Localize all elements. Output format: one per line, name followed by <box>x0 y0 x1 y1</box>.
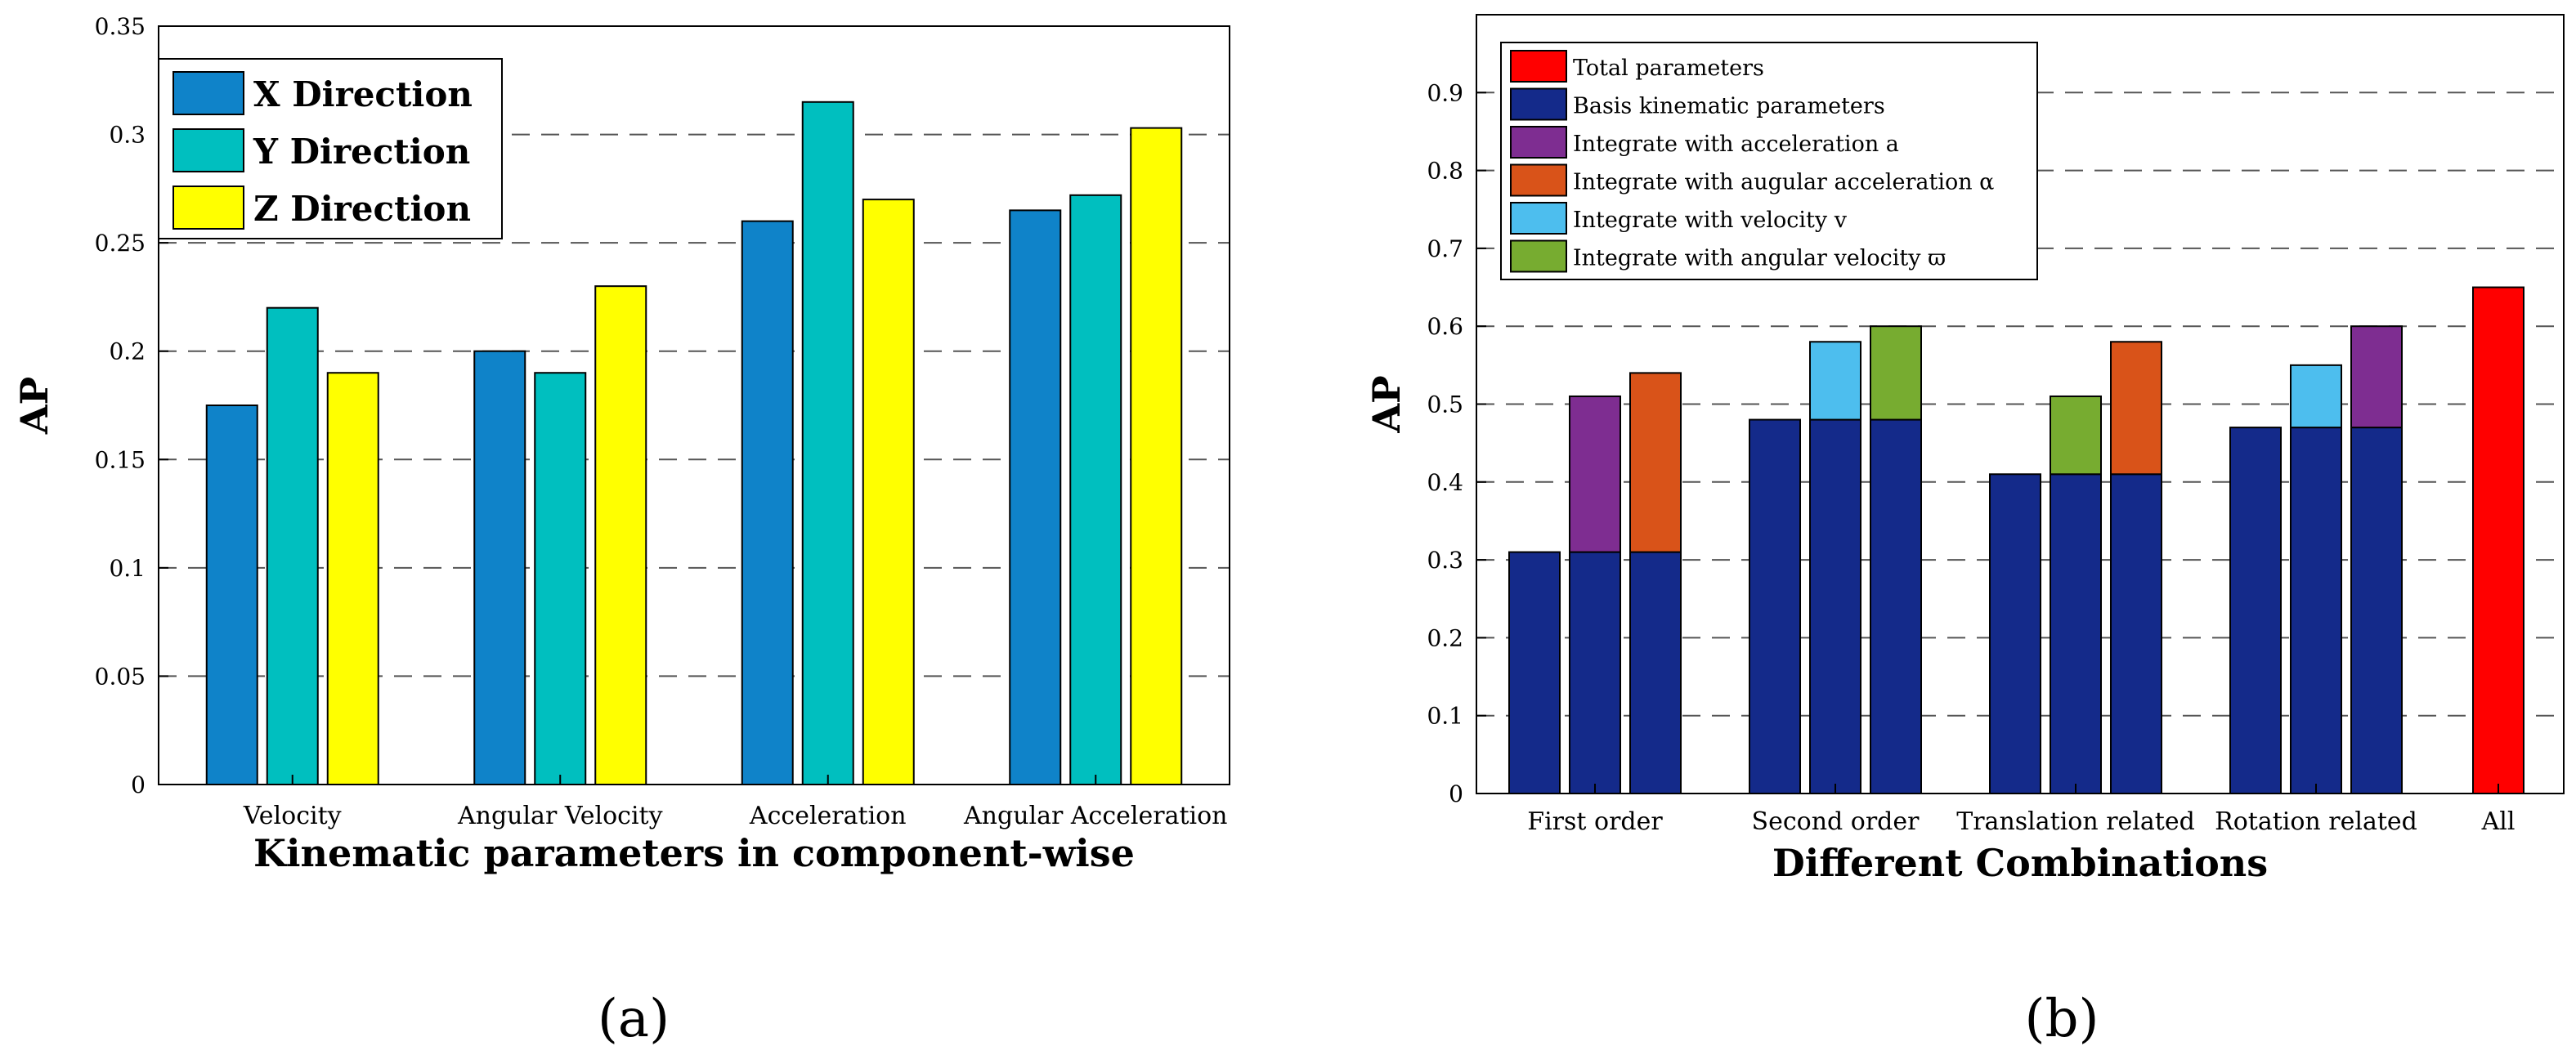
plot-frame-b <box>1476 14 2565 794</box>
legend-swatch-b <box>1510 126 1567 159</box>
bar-b-1-2-basis <box>1870 418 1922 794</box>
legend-label-b: Integrate with velocity v <box>1573 208 1848 233</box>
ytick-label-a: 0.3 <box>109 122 146 149</box>
legend-swatch-a <box>172 71 244 115</box>
ytick-label-b: 0.4 <box>1427 469 1463 496</box>
caption-a: (a) <box>598 989 670 1049</box>
bar-b-2-0-basis <box>1989 473 2041 795</box>
ytick-label-b: 0.6 <box>1427 313 1463 340</box>
legend-a: X Direction Y Direction Z Direction <box>158 58 503 239</box>
legend-swatch-b <box>1510 50 1567 83</box>
xtick-label-b: Rotation related <box>2215 807 2417 836</box>
legend-swatch-a <box>172 186 244 230</box>
bar-a-0-3 <box>1009 209 1062 786</box>
bar-b-3-1-vel <box>2290 364 2342 429</box>
ytick-label-a: 0.2 <box>109 338 146 365</box>
bar-a-1-3 <box>1069 194 1122 786</box>
legend-label-b: Integrate with acceleration a <box>1573 132 1899 157</box>
bar-b-3-2-acc <box>2350 325 2403 429</box>
bar-b-3-1-basis <box>2290 427 2342 795</box>
ytick-label-a: 0 <box>131 771 146 798</box>
xtick-label-b: Translation related <box>1956 807 2195 836</box>
legend-box-b <box>1500 42 2038 280</box>
bar-b-1-2-angvel <box>1870 325 1922 421</box>
legend-swatch-b <box>1510 87 1567 121</box>
legend-swatch-b <box>1510 163 1567 197</box>
ytick-label-b: 0.2 <box>1427 624 1463 651</box>
bar-a-2-3 <box>1130 127 1183 786</box>
bar-b-0-1-basis <box>1569 551 1621 794</box>
bar-b-0-1-acc <box>1569 395 1621 553</box>
legend-label-b: Integrate with angular velocity ϖ <box>1573 246 1946 271</box>
legend-swatch-b <box>1510 239 1567 273</box>
xtick-label-b: First order <box>1527 807 1663 836</box>
bar-a-2-0 <box>326 372 379 785</box>
bar-b-1-1-vel <box>1809 341 1861 421</box>
ytick-label-b: 0.9 <box>1427 79 1463 106</box>
ytick-label-b: 0.1 <box>1427 703 1463 730</box>
ytick-label-a: 0.15 <box>95 446 146 473</box>
xtick-label-a: Acceleration <box>749 802 907 830</box>
caption-b: (b) <box>2025 989 2099 1049</box>
bar-b-3-0-basis <box>2229 427 2282 795</box>
bar-b-0-2-angacc <box>1629 372 1682 553</box>
bar-b-0-0-basis <box>1508 551 1561 794</box>
bar-b-2-1-angvel <box>2050 395 2102 476</box>
legend-label-b: Integrate with augular acceleration α <box>1573 170 1994 195</box>
ytick-label-b: 0.7 <box>1427 235 1463 262</box>
x-axis-label-a: Kinematic parameters in component-wise <box>253 831 1135 875</box>
panel-b-chart: 0 0.1 0.2 0.3 0.4 0.5 0.6 0.7 0.8 0.9 First order S… <box>1364 14 2565 1049</box>
bar-a-0-2 <box>741 220 794 785</box>
x-axis-label-b: Different Combinations <box>1772 841 2268 885</box>
legend-label-b: Basis kinematic parameters <box>1573 94 1885 119</box>
bar-b-4-0-total <box>2472 286 2524 794</box>
y-axis-label-a: AP <box>12 377 56 435</box>
legend-label-a: Z Direction <box>253 189 471 229</box>
panel-a-chart: 0 0.05 0.1 0.15 0.2 0.25 0.3 0.35 Velocity Angula… <box>12 13 1230 1049</box>
bar-a-0-0 <box>205 405 258 785</box>
bar-a-2-2 <box>862 199 915 786</box>
ytick-label-b: 0 <box>1449 780 1463 807</box>
bar-b-2-2-angacc <box>2110 341 2162 476</box>
legend-swatch-a <box>172 128 244 172</box>
bar-a-2-1 <box>594 285 647 785</box>
xtick-label-b: Second order <box>1752 807 1920 836</box>
bar-b-1-0-basis <box>1749 418 1801 794</box>
ytick-label-b: 0.3 <box>1427 547 1463 574</box>
ytick-label-a: 0.05 <box>95 663 146 690</box>
legend-label-b: Total parameters <box>1573 56 1764 81</box>
legend-b: Total parameters Basis kinematic paramete… <box>1500 42 2038 280</box>
legend-swatch-b <box>1510 202 1567 235</box>
bar-a-1-0 <box>266 306 319 785</box>
legend-label-a: X Direction <box>253 74 473 114</box>
xtick-label-a: Angular Acceleration <box>963 802 1228 830</box>
ytick-label-a: 0.1 <box>109 555 146 582</box>
bar-a-0-1 <box>473 350 526 785</box>
xtick-label-a: Angular Velocity <box>457 802 663 830</box>
bar-b-2-1-basis <box>2050 473 2102 795</box>
xtick-label-b: All <box>2481 807 2516 836</box>
bar-b-1-1-basis <box>1809 418 1861 794</box>
y-axis-label-b: AP <box>1364 375 1409 433</box>
legend-label-a: Y Direction <box>253 132 470 172</box>
bar-a-1-2 <box>801 101 854 786</box>
xtick-label-a: Velocity <box>243 802 342 830</box>
bar-a-1-1 <box>534 372 587 785</box>
ytick-label-b: 0.5 <box>1427 391 1463 418</box>
bar-b-2-2-basis <box>2110 473 2162 795</box>
ytick-label-a: 0.35 <box>95 13 146 40</box>
ytick-label-b: 0.8 <box>1427 158 1463 185</box>
plot-frame-a <box>158 25 1230 785</box>
ytick-label-a: 0.25 <box>95 230 146 257</box>
bar-b-3-2-basis <box>2350 427 2403 795</box>
bar-b-0-2-basis <box>1629 551 1682 794</box>
